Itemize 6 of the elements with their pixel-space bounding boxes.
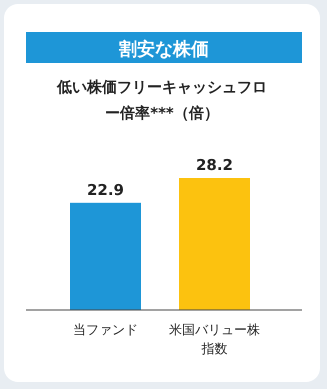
- title: 割安な株価: [119, 39, 209, 60]
- category: 米国バリュー株指数: [169, 323, 260, 357]
- data-label: 28.2: [196, 156, 233, 174]
- category: 当ファンド: [73, 323, 138, 338]
- data-label: 22.9: [87, 180, 124, 199]
- subtitle: 低い株価フリーキャッシュフロー倍率***（倍）: [57, 78, 267, 122]
